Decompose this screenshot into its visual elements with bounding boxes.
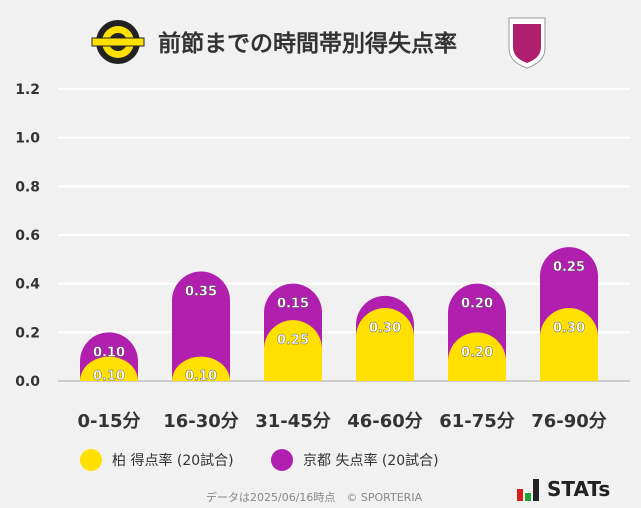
data-label-kyoto: 0.20 <box>461 297 493 312</box>
data-label-kashiwa: 0.10 <box>93 369 125 384</box>
legend-item-kyoto: 京都 失点率 (20試合) <box>271 449 439 471</box>
kashiwa-logo <box>91 20 145 64</box>
legend-swatch <box>80 449 102 471</box>
bar-kyoto <box>172 271 230 381</box>
bar-kashiwa <box>448 332 506 381</box>
stats-brand: STATs <box>517 477 610 501</box>
y-tick-label: 0.6 <box>15 228 40 244</box>
y-tick-label: 1.0 <box>15 131 40 147</box>
data-label-kashiwa: 0.30 <box>369 321 401 336</box>
bar-kashiwa <box>540 308 598 381</box>
data-label-kyoto: 0.25 <box>553 260 585 275</box>
footer-note: データは2025/06/16時点 © SPORTERIA <box>206 491 423 504</box>
x-tick-label: 76-90分 <box>531 411 607 432</box>
y-tick-label: 0.0 <box>15 374 40 390</box>
kyoto-logo <box>508 17 546 69</box>
bar-kashiwa <box>172 356 230 381</box>
y-tick-label: 0.4 <box>15 277 40 293</box>
data-label-kyoto: 0.15 <box>277 297 309 312</box>
stats-logo-icon <box>517 479 539 501</box>
y-tick-label: 0.8 <box>15 179 40 195</box>
data-label-kashiwa: 0.10 <box>185 369 217 384</box>
data-label-kashiwa: 0.20 <box>461 345 493 360</box>
bar-kashiwa <box>80 356 138 381</box>
legend-label: 京都 失点率 (20試合) <box>303 453 439 469</box>
bar-kashiwa <box>264 320 322 381</box>
data-label-kyoto: 0.10 <box>93 345 125 360</box>
legend-label: 柏 得点率 (20試合) <box>112 453 234 469</box>
stats-logo-text: STATs <box>547 477 611 501</box>
data-label-kyoto: 0.35 <box>185 285 217 300</box>
x-tick-label: 61-75分 <box>439 411 515 432</box>
data-label-kashiwa: 0.25 <box>277 333 309 348</box>
legend-swatch <box>271 449 293 471</box>
data-label-kashiwa: 0.30 <box>553 321 585 336</box>
chart-title: 前節までの時間帯別得失点率 <box>158 31 457 57</box>
bar-kashiwa <box>356 308 414 381</box>
bar-chart: 0.0 0.2 0.4 0.6 0.8 1.0 1.2 0.10 0.10 0-15分 0.35 0.… <box>15 82 630 432</box>
x-tick-label: 46-60分 <box>347 411 423 432</box>
y-tick-label: 1.2 <box>15 82 40 98</box>
x-tick-label: 31-45分 <box>255 411 331 432</box>
y-tick-label: 0.2 <box>15 325 40 341</box>
x-tick-label: 16-30分 <box>163 411 239 432</box>
legend-item-kashiwa: 柏 得点率 (20試合) <box>80 449 234 471</box>
x-tick-label: 0-15分 <box>77 411 140 432</box>
